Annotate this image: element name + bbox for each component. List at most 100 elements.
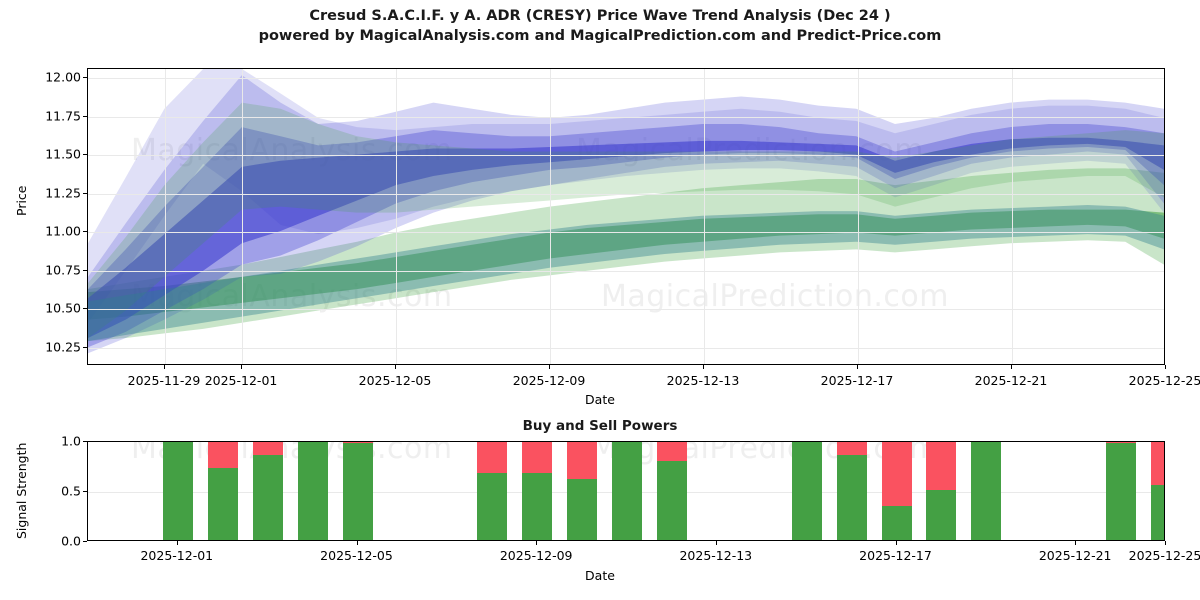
wave-band-blue-band-diagonal-a xyxy=(88,69,1164,323)
buy-power-segment xyxy=(656,461,687,540)
price-y-tick: 12.00 xyxy=(45,69,81,85)
buy-power-segment xyxy=(926,490,957,540)
price-gridline-v xyxy=(858,69,859,364)
power-x-axis-label: Date xyxy=(585,568,615,583)
power-x-tick: 2025-12-05 xyxy=(320,548,393,563)
price-gridline-h xyxy=(88,155,1164,157)
price-x-tickmark xyxy=(241,365,243,369)
price-y-tick: 11.50 xyxy=(45,146,81,162)
page-subtitle: powered by MagicalAnalysis.com and Magic… xyxy=(258,28,942,44)
buy-power-segment xyxy=(207,468,238,540)
power-y-tickmark xyxy=(83,491,87,492)
price-x-tickmark xyxy=(549,365,551,369)
price-y-tickmark xyxy=(83,346,87,348)
power-chart-title: Buy and Sell Powers xyxy=(522,418,678,434)
price-y-tick: 10.50 xyxy=(45,300,81,316)
buy-power-segment xyxy=(522,473,553,540)
power-bar[interactable] xyxy=(1106,442,1137,540)
power-bar[interactable] xyxy=(791,442,822,540)
power-x-tickmark xyxy=(356,541,358,545)
power-x-tickmark xyxy=(1165,541,1166,545)
price-wave-plot-area: MagicalAnalysis.com MagicalPrediction.com… xyxy=(87,68,1165,365)
power-bar[interactable] xyxy=(207,442,238,540)
sell-power-segment xyxy=(656,442,687,461)
sell-power-segment xyxy=(881,442,912,506)
sell-power-segment xyxy=(522,442,553,473)
buy-power-segment xyxy=(1151,485,1164,540)
price-x-tick: 2025-12-25 xyxy=(1128,373,1200,388)
power-x-tick: 2025-12-21 xyxy=(1038,548,1112,563)
price-y-tick: 11.00 xyxy=(45,223,81,239)
power-x-tick: 2025-12-09 xyxy=(499,548,573,563)
price-y-tickmark xyxy=(83,77,87,79)
price-x-tickmark xyxy=(1165,365,1166,369)
page-title: Cresud S.A.C.I.F. y A. ADR (CRESY) Price… xyxy=(309,8,891,24)
price-gridline-v xyxy=(242,69,244,364)
power-y-tickmark xyxy=(83,441,87,442)
price-y-tick: 10.25 xyxy=(45,339,81,355)
power-bar[interactable] xyxy=(297,442,328,540)
price-gridline-h xyxy=(88,78,1164,80)
price-y-tickmark xyxy=(83,308,87,310)
price-y-tick: 11.25 xyxy=(45,185,81,201)
wave-band-green-band-diagonal xyxy=(88,102,1164,339)
power-y-tick: 0.0 xyxy=(61,533,81,549)
power-bar[interactable] xyxy=(477,442,508,540)
price-gridline-v xyxy=(164,69,166,364)
price-x-tick: 2025-12-13 xyxy=(666,373,740,388)
power-x-tickmark xyxy=(176,541,178,545)
price-gridline-h xyxy=(88,270,1164,272)
power-bar[interactable] xyxy=(926,442,957,540)
price-gridline-v xyxy=(1011,69,1013,364)
price-x-tick: 2025-12-21 xyxy=(974,373,1048,388)
price-gridline-h xyxy=(88,116,1164,118)
power-bar[interactable] xyxy=(342,442,373,540)
wave-band-blue-band-outer xyxy=(88,75,1164,354)
sell-power-segment xyxy=(252,442,283,455)
buy-power-segment xyxy=(836,455,867,540)
price-x-tickmark xyxy=(857,365,858,369)
buy-power-segment xyxy=(881,506,912,540)
power-bar[interactable] xyxy=(162,442,193,540)
sell-power-segment xyxy=(567,442,598,479)
power-x-tickmark xyxy=(895,541,897,545)
buy-power-segment xyxy=(567,479,598,540)
wave-band-green-band-inner xyxy=(88,209,1164,320)
power-bar[interactable] xyxy=(612,442,642,540)
price-y-tick: 11.75 xyxy=(45,108,81,124)
buy-power-segment xyxy=(612,442,642,540)
price-y-tickmark xyxy=(83,154,87,156)
power-bar[interactable] xyxy=(1151,442,1164,540)
sell-power-segment xyxy=(342,442,373,443)
price-y-tickmark xyxy=(83,192,87,194)
price-y-tickmark xyxy=(83,231,87,233)
power-x-tickmark xyxy=(715,541,717,545)
price-gridline-h xyxy=(88,232,1164,234)
buy-power-segment xyxy=(342,443,373,540)
power-bar[interactable] xyxy=(567,442,598,540)
power-y-tick: 1.0 xyxy=(61,433,81,449)
buy-power-segment xyxy=(162,442,193,540)
power-bar[interactable] xyxy=(656,442,687,540)
sell-power-segment xyxy=(926,442,957,490)
power-bar[interactable] xyxy=(971,442,1002,540)
power-x-tickmark xyxy=(536,541,538,545)
wave-band-teal-overlap-band xyxy=(88,205,1164,342)
buy-power-segment xyxy=(252,455,283,540)
power-bar[interactable] xyxy=(881,442,912,540)
price-x-tick: 2025-11-29 xyxy=(127,373,201,388)
power-bar[interactable] xyxy=(252,442,283,540)
power-bar[interactable] xyxy=(522,442,553,540)
buy-power-segment xyxy=(297,442,328,540)
sell-power-segment xyxy=(1106,442,1137,443)
buy-sell-power-plot-area: MagicalAnalysis.com MagicalPrediction.com xyxy=(87,441,1165,541)
power-bar[interactable] xyxy=(836,442,867,540)
buy-power-segment xyxy=(1106,443,1137,540)
wave-band-green-band-outer xyxy=(88,168,1164,342)
chart-title-block: Cresud S.A.C.I.F. y A. ADR (CRESY) Price… xyxy=(0,6,1200,46)
price-x-tick: 2025-12-01 xyxy=(204,373,278,388)
wave-band-blue-band-core xyxy=(88,137,1164,339)
price-x-axis-label: Date xyxy=(585,392,615,407)
price-x-tick: 2025-12-09 xyxy=(512,373,586,388)
